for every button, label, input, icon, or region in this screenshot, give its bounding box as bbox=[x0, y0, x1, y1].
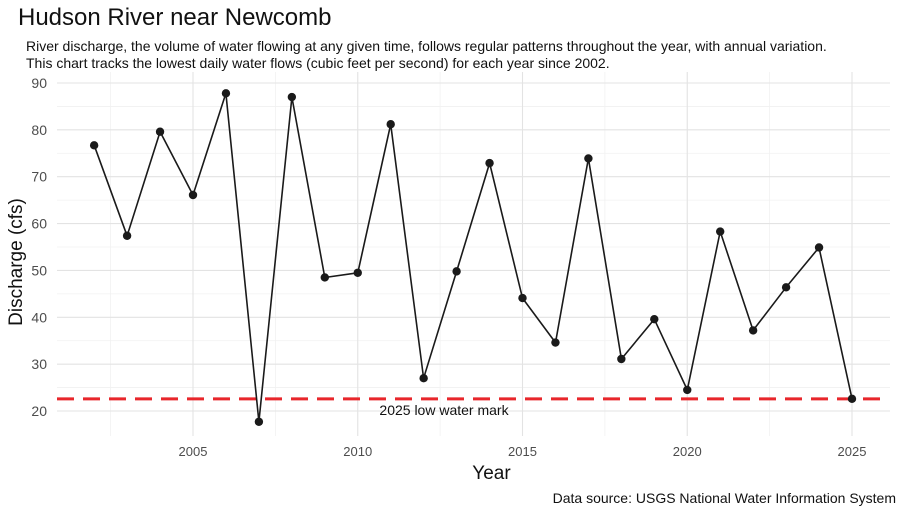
data-point bbox=[518, 293, 527, 303]
discharge-series-line bbox=[93, 92, 853, 423]
x-tick-label: 2005 bbox=[179, 444, 208, 459]
y-tick-label: 40 bbox=[31, 309, 47, 325]
data-point bbox=[320, 273, 329, 282]
y-tick-label: 80 bbox=[31, 122, 47, 138]
data-point bbox=[847, 394, 857, 404]
data-point bbox=[386, 120, 395, 129]
data-point bbox=[254, 417, 264, 426]
data-point bbox=[650, 314, 659, 324]
chart-subtitle: River discharge, the volume of water flo… bbox=[26, 38, 896, 72]
data-point bbox=[617, 354, 626, 364]
data-point bbox=[683, 385, 692, 395]
y-tick-label: 50 bbox=[31, 262, 47, 278]
data-point bbox=[419, 374, 428, 383]
subtitle-line-2: This chart tracks the lowest daily water… bbox=[26, 55, 610, 71]
data-point bbox=[814, 243, 824, 252]
data-point bbox=[155, 127, 165, 136]
chart-title: Hudson River near Newcomb bbox=[18, 4, 332, 31]
data-point bbox=[584, 154, 593, 163]
data-point bbox=[551, 338, 560, 347]
x-tick-label: 2015 bbox=[508, 444, 537, 459]
data-point bbox=[485, 158, 494, 168]
x-tick-label: 2025 bbox=[838, 444, 867, 459]
y-axis-title: Discharge (cfs) bbox=[6, 198, 27, 326]
data-point bbox=[122, 231, 132, 240]
data-point bbox=[287, 92, 297, 102]
subtitle-line-1: River discharge, the volume of water flo… bbox=[26, 38, 827, 54]
y-tick-label: 20 bbox=[31, 403, 47, 419]
x-tick-label: 2020 bbox=[673, 444, 702, 459]
y-tick-label: 70 bbox=[31, 169, 47, 185]
data-point bbox=[452, 267, 461, 276]
data-point bbox=[188, 190, 198, 200]
y-tick-label: 30 bbox=[31, 356, 47, 372]
y-tick-label: 90 bbox=[31, 75, 47, 91]
data-point bbox=[221, 89, 231, 98]
reference-line-label: 2025 low water mark bbox=[379, 402, 509, 418]
data-point bbox=[89, 141, 99, 150]
y-tick-label: 60 bbox=[31, 216, 47, 232]
data-point bbox=[748, 326, 758, 335]
data-point bbox=[353, 268, 362, 277]
data-source-caption: Data source: USGS National Water Informa… bbox=[552, 490, 896, 506]
x-axis-title: Year bbox=[472, 463, 511, 484]
data-point bbox=[781, 283, 791, 292]
x-tick-label: 2010 bbox=[343, 444, 372, 459]
data-point bbox=[716, 227, 725, 236]
